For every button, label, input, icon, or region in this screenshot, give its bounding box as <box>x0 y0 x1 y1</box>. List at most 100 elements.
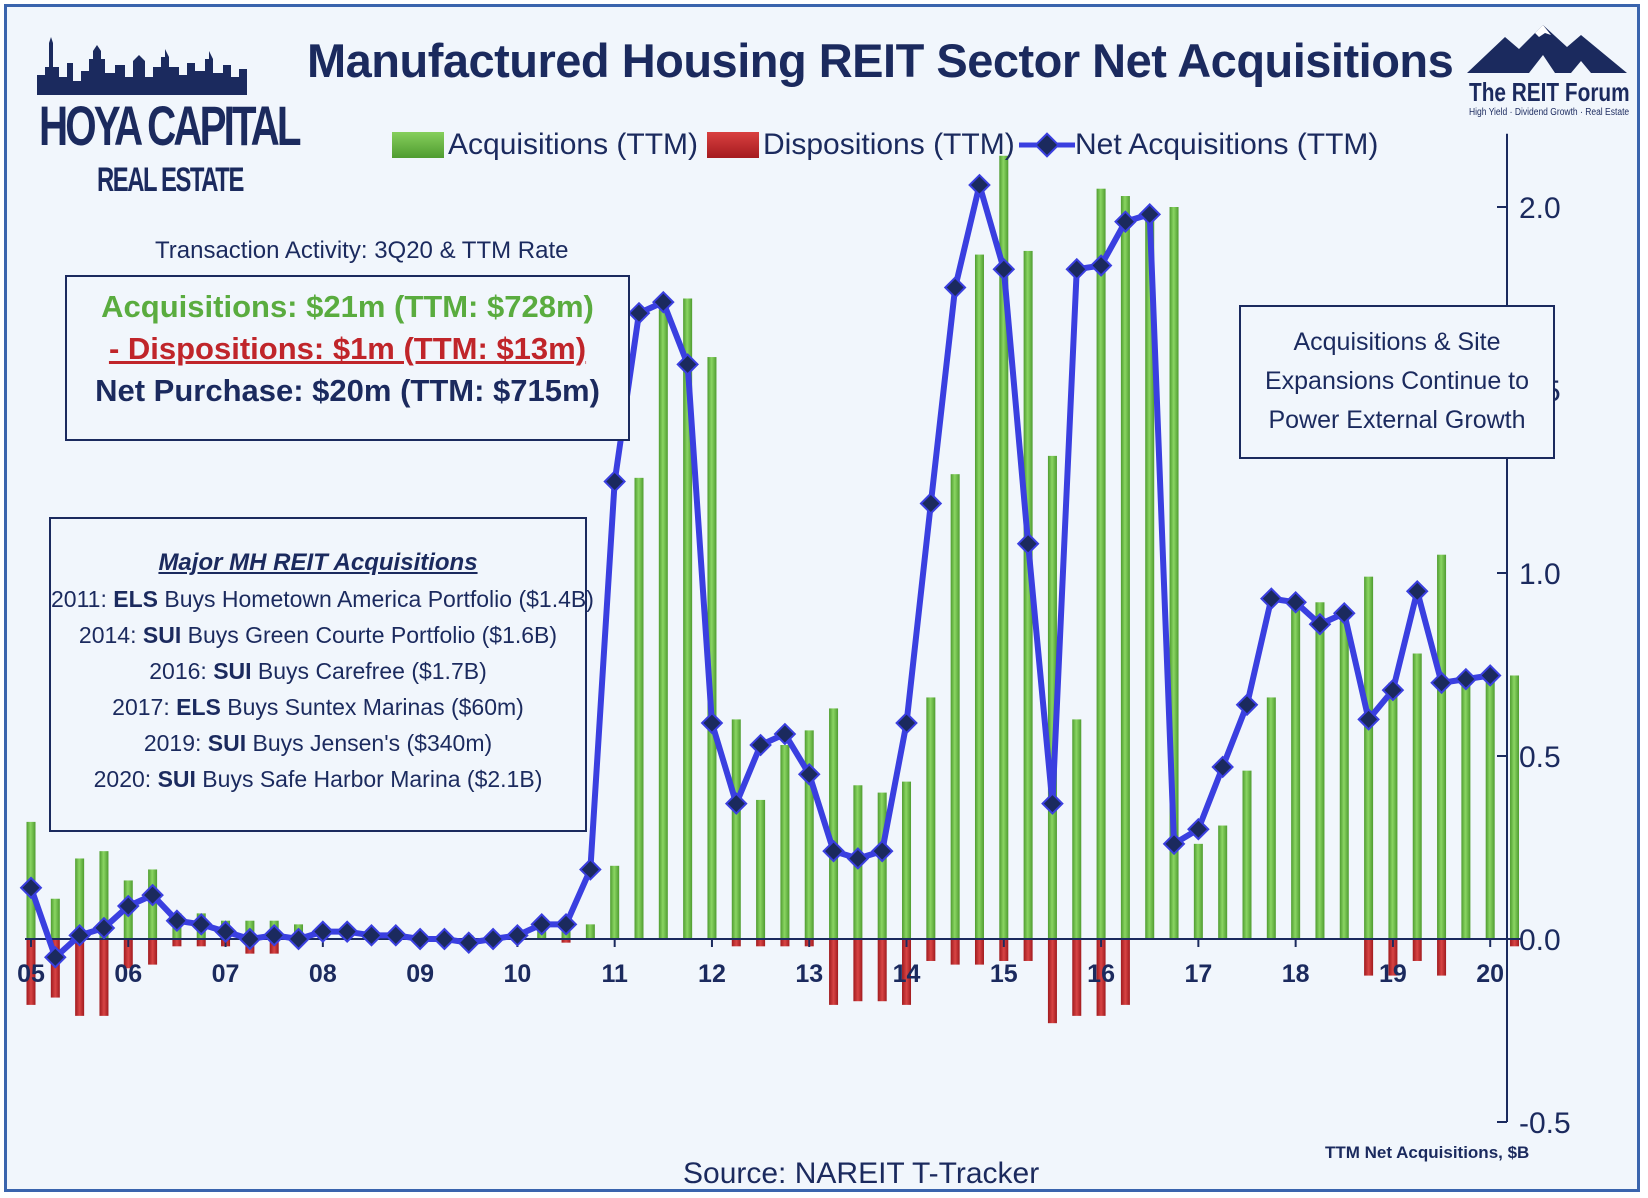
net-acquisitions-point <box>92 916 116 940</box>
net-acquisitions-point <box>214 920 237 943</box>
net-acquisitions-point <box>1089 254 1113 277</box>
x-tick-label: 19 <box>1379 960 1407 988</box>
major-acquisition-row: 2014: SUI Buys Green Courte Portfolio ($… <box>78 622 558 648</box>
net-acquisitions-point <box>652 290 675 314</box>
legend-label-net: Net Acquisitions (TTM) <box>1075 128 1379 161</box>
major-acquisitions-box: Major MH REIT Acquisitions 2011: ELS Buy… <box>49 517 594 832</box>
net-acquisitions-point <box>44 945 67 969</box>
acquisition-bar <box>1120 196 1130 939</box>
net-purchase-summary: Net Purchase: $20m (TTM: $715m) <box>95 373 600 408</box>
acquisition-bar <box>1072 719 1082 939</box>
disposition-bar <box>1364 939 1374 976</box>
net-acquisitions-point <box>433 927 456 951</box>
transaction-summary-box: Acquisitions: $21m (TTM: $728m) - Dispos… <box>65 275 630 441</box>
net-acquisitions-point <box>992 257 1016 281</box>
x-tick-label: 16 <box>1087 960 1115 988</box>
net-acquisitions-point <box>773 722 797 746</box>
acquisition-bar <box>1047 455 1057 939</box>
net-acquisitions-point <box>1260 587 1283 610</box>
disposition-bar <box>1412 939 1422 961</box>
acquisition-bar <box>1315 602 1325 939</box>
hoya-logo-subtext: REAL ESTATE <box>97 161 244 199</box>
net-acquisitions-point <box>1454 667 1478 691</box>
x-tick-label: 12 <box>698 960 726 988</box>
net-acquisitions-point <box>1308 612 1332 636</box>
reit-forum-logo-text: The REIT Forum <box>1469 77 1630 107</box>
disposition-bar <box>902 939 912 1005</box>
major-acquisition-row: 2017: ELS Buys Suntex Marinas ($60m) <box>112 694 524 720</box>
disposition-bar <box>148 939 158 965</box>
net-acquisitions-point <box>1332 601 1356 625</box>
net-acquisitions-point <box>1235 693 1259 717</box>
y-tick-label: 0.5 <box>1519 741 1561 774</box>
disposition-bar <box>1510 939 1520 947</box>
net-acquisitions-point <box>749 733 772 757</box>
acquisition-bar <box>804 730 814 939</box>
x-tick-label: 20 <box>1476 960 1504 988</box>
legend-swatch-dispositions <box>707 132 759 158</box>
acquisition-bar <box>1218 825 1228 939</box>
transaction-caption: Transaction Activity: 3Q20 & TTM Rate <box>155 237 569 264</box>
disposition-bar <box>1072 939 1082 1016</box>
acquisition-bar <box>974 254 984 939</box>
acquisition-bar <box>1023 250 1033 940</box>
acquisition-bar <box>1145 214 1155 939</box>
disposition-bar <box>829 939 839 1005</box>
disposition-bar <box>999 939 1009 961</box>
x-tick-label: 09 <box>406 960 434 988</box>
net-acquisitions-point <box>943 276 967 299</box>
disposition-bar <box>1023 939 1033 961</box>
callout-line: Expansions Continue to <box>1264 367 1530 395</box>
x-tick-label: 15 <box>990 960 1018 988</box>
acquisition-bar <box>926 697 936 939</box>
acquisition-bar <box>1437 554 1447 939</box>
hoya-logo-text: HOYA CAPITAL <box>39 94 302 157</box>
acquisition-bar <box>1096 188 1106 939</box>
net-acquisitions-point <box>408 927 432 951</box>
net-acquisitions-point <box>700 711 724 735</box>
net-acquisitions-point <box>1284 590 1307 614</box>
net-acquisitions-point <box>481 927 505 951</box>
net-acquisitions-point <box>919 492 943 515</box>
x-tick-label: 06 <box>114 960 142 988</box>
disposition-bar <box>99 939 109 1016</box>
disposition-bar <box>853 939 863 1002</box>
legend-dispositions: Dispositions (TTM) <box>707 125 1015 165</box>
disposition-bar <box>780 939 790 947</box>
acquisition-bar <box>683 298 693 939</box>
net-acquisitions-point <box>797 762 821 786</box>
net-acquisitions-point <box>530 913 554 936</box>
acquisition-bar <box>902 781 912 939</box>
acquisition-bar <box>1461 682 1471 939</box>
net-acquisitions-point <box>554 913 578 936</box>
acquisition-bar <box>1169 207 1179 939</box>
net-acquisitions-point <box>676 353 699 376</box>
source-note: Source: NAREIT T-Tracker <box>683 1157 1040 1190</box>
disposition-bar <box>1096 939 1106 1016</box>
callout-line: Acquisitions & Site <box>1293 328 1501 356</box>
net-acquisitions-point <box>1138 203 1162 226</box>
acquisition-bar <box>1388 682 1398 939</box>
dispositions-summary: - Dispositions: $1m (TTM: $13m) <box>108 331 587 366</box>
net-acquisitions-point <box>1405 579 1429 603</box>
net-acquisitions-point <box>360 924 383 947</box>
net-acquisitions-point <box>384 924 408 947</box>
acquisition-bar <box>1412 653 1422 939</box>
disposition-bar <box>26 939 36 1005</box>
x-tick-label: 13 <box>795 960 823 988</box>
major-acquisition-row: 2011: ELS Buys Hometown America Portfoli… <box>51 586 594 612</box>
reit-forum-tagline: High Yield · Dividend Growth · Real Esta… <box>1469 107 1630 118</box>
acquisition-bar <box>780 745 790 939</box>
acquisition-bar <box>731 719 741 939</box>
disposition-bar <box>1047 939 1057 1024</box>
y-tick-label: 0.0 <box>1519 924 1561 957</box>
x-tick-label: 11 <box>601 960 628 988</box>
net-acquisitions-point <box>1162 832 1186 856</box>
x-tick-label: 17 <box>1184 960 1212 988</box>
legend-swatch-acquisitions <box>392 132 444 158</box>
net-acquisitions-point <box>1478 664 1502 687</box>
net-acquisitions-point <box>968 173 991 197</box>
acquisition-bar <box>999 155 1009 939</box>
net-acquisitions-point <box>724 792 748 815</box>
acquisition-bar <box>1485 679 1495 939</box>
